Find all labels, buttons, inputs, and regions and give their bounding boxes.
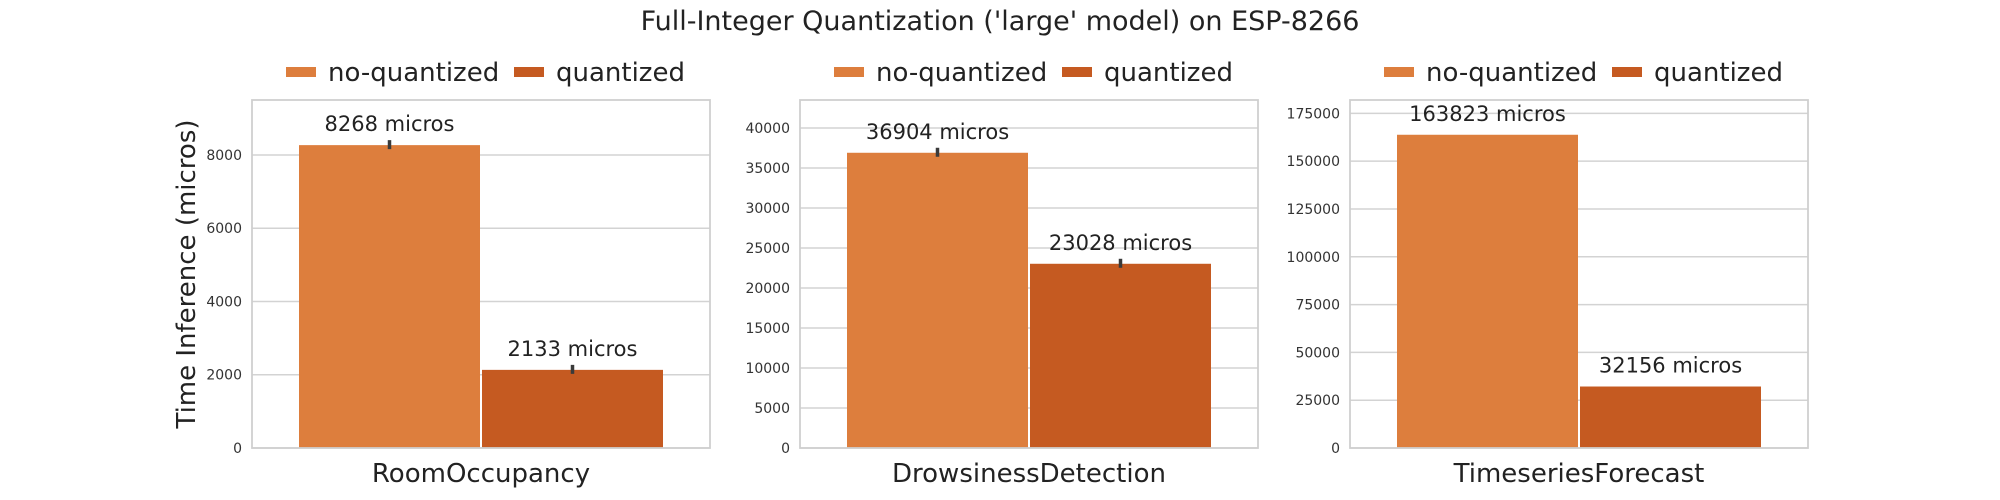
bar-no-quantized <box>299 145 480 448</box>
axes-frame <box>1349 99 1809 449</box>
data-label: 36904 micros <box>866 120 1009 144</box>
y-tick-label: 125000 <box>1287 202 1340 218</box>
x-category-label: DrowsinessDetection <box>892 459 1166 489</box>
y-tick-label: 150000 <box>1287 154 1340 170</box>
y-tick-label: 75000 <box>1295 298 1340 314</box>
legend-label: quantized <box>1104 58 1233 88</box>
legend-label: no-quantized <box>328 58 499 88</box>
x-category-label: TimeseriesForecast <box>1453 459 1705 489</box>
y-tick-label: 0 <box>233 441 242 457</box>
legend: no-quantized quantized <box>286 58 685 88</box>
legend: no-quantized quantized <box>834 58 1233 88</box>
axes-frame <box>799 99 1259 449</box>
y-axis-label: Time Inference (micros) <box>172 119 202 429</box>
y-tick-label: 4000 <box>206 294 242 310</box>
data-label: 8268 micros <box>325 112 455 136</box>
legend-swatch-quantized <box>514 67 544 77</box>
legend-swatch-no-quantized <box>834 67 864 77</box>
legend: no-quantized quantized <box>1384 58 1783 88</box>
data-label: 23028 micros <box>1049 231 1192 255</box>
y-tick-label: 15000 <box>745 321 790 337</box>
x-category-label: RoomOccupancy <box>372 459 590 489</box>
y-tick-label: 5000 <box>754 401 790 417</box>
legend-swatch-no-quantized <box>1384 67 1414 77</box>
legend-label: no-quantized <box>876 58 1047 88</box>
bar-no-quantized <box>1397 134 1578 448</box>
y-tick-label: 35000 <box>745 161 790 177</box>
bar-quantized <box>1580 386 1761 448</box>
y-tick-label: 25000 <box>1295 393 1340 409</box>
y-tick-label: 30000 <box>745 201 790 217</box>
y-tick-label: 6000 <box>206 221 242 237</box>
legend-label: no-quantized <box>1426 58 1597 88</box>
figure-title: Full-Integer Quantization ('large' model… <box>640 6 1360 37</box>
y-tick-label: 50000 <box>1295 345 1340 361</box>
y-tick-label: 0 <box>1331 441 1340 457</box>
y-tick-label: 2000 <box>206 368 242 384</box>
y-tick-label: 100000 <box>1287 250 1340 266</box>
y-tick-label: 0 <box>781 441 790 457</box>
legend-swatch-no-quantized <box>286 67 316 77</box>
y-tick-label: 10000 <box>745 361 790 377</box>
bar-no-quantized <box>847 152 1028 448</box>
y-tick-label: 40000 <box>745 121 790 137</box>
chart-panel-1: 0 2000 4000 6000 8000 8268 micros 2133 micros R… <box>172 58 711 489</box>
legend-label: quantized <box>556 58 685 88</box>
bar-quantized <box>482 369 663 448</box>
bar-quantized <box>1030 263 1211 448</box>
legend-swatch-quantized <box>1062 67 1092 77</box>
data-label: 32156 micros <box>1599 354 1742 378</box>
legend-swatch-quantized <box>1612 67 1642 77</box>
axes-frame <box>251 99 711 449</box>
y-tick-label: 175000 <box>1287 106 1340 122</box>
chart-panel-3: 0 25000 50000 75000 100000 125000 150000 175000… <box>1287 58 1809 489</box>
y-tick-label: 20000 <box>745 281 790 297</box>
data-label: 163823 micros <box>1409 102 1566 126</box>
legend-label: quantized <box>1654 58 1783 88</box>
y-tick-label: 8000 <box>206 148 242 164</box>
data-label: 2133 micros <box>508 337 638 361</box>
y-tick-label: 25000 <box>745 241 790 257</box>
chart-panel-2: 0 5000 10000 15000 20000 25000 30000 35000 40000… <box>745 58 1259 489</box>
